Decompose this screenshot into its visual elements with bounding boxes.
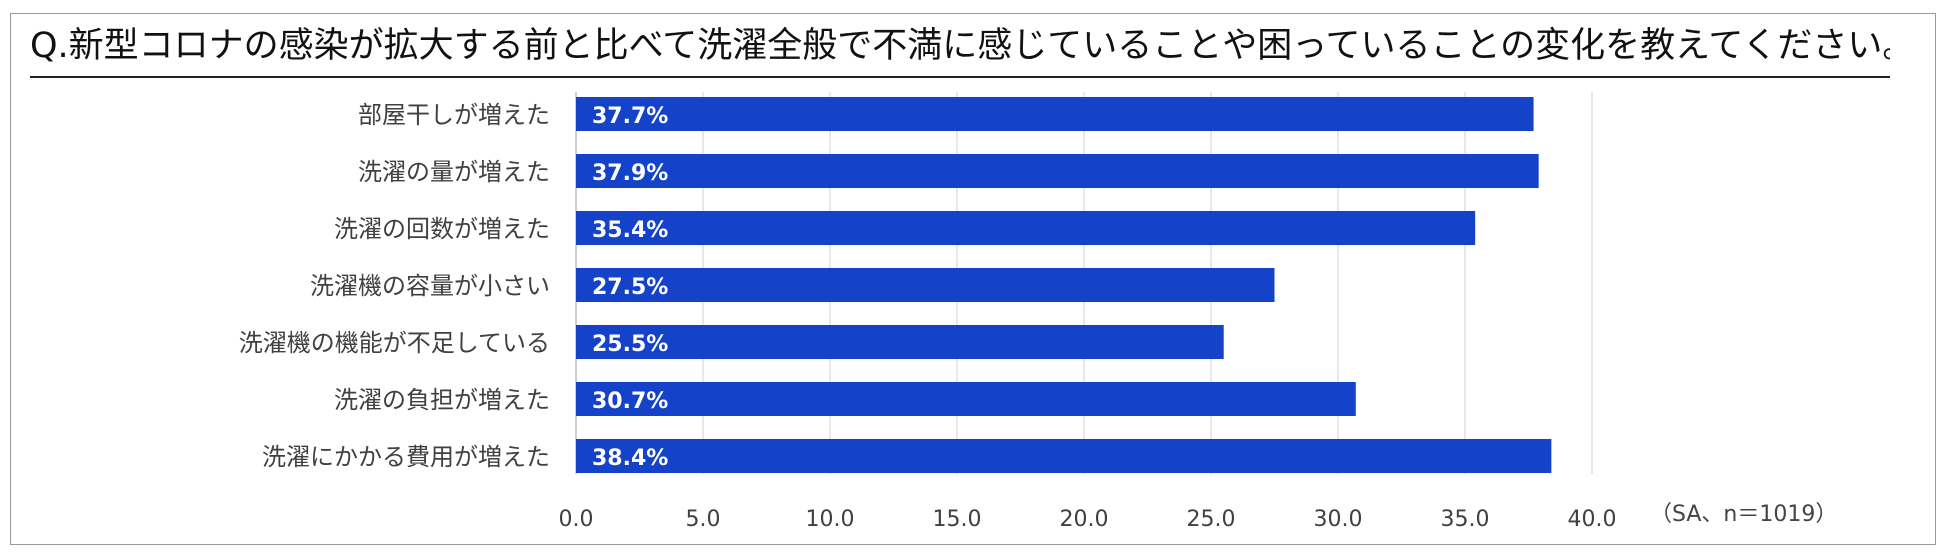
- x-tick-label: 0.0: [559, 507, 594, 532]
- value-label: 37.7%: [592, 104, 668, 129]
- value-label: 37.9%: [592, 161, 668, 186]
- category-label: 洗濯の量が増えた: [358, 158, 550, 186]
- bar: [576, 382, 1356, 416]
- category-label: 洗濯にかかる費用が増えた: [262, 443, 550, 471]
- bar: [576, 268, 1275, 302]
- sample-note: （SA、n＝1019）: [1650, 502, 1838, 527]
- x-tick-label: 20.0: [1060, 507, 1109, 532]
- value-label: 38.4%: [592, 446, 668, 471]
- x-tick-label: 35.0: [1441, 507, 1490, 532]
- x-tick-label: 15.0: [933, 507, 982, 532]
- x-tick-label: 10.0: [806, 507, 855, 532]
- x-tick-label: 30.0: [1314, 507, 1363, 532]
- category-label: 洗濯機の機能が不足している: [239, 329, 550, 357]
- category-label: 部屋干しが増えた: [358, 101, 550, 129]
- bar: [576, 97, 1534, 131]
- value-label: 25.5%: [592, 332, 668, 357]
- x-tick-label: 25.0: [1187, 507, 1236, 532]
- value-label: 27.5%: [592, 275, 668, 300]
- category-label: 洗濯の回数が増えた: [334, 215, 550, 243]
- bar: [576, 211, 1476, 245]
- x-tick-label: 5.0: [686, 507, 721, 532]
- title-underline: [30, 76, 1890, 78]
- category-label: 洗濯の負担が増えた: [334, 386, 550, 414]
- bar: [576, 325, 1224, 359]
- chart-title: Q.新型コロナの感染が拡大する前と比べて洗濯全般で不満に感じていることや困ってい…: [30, 26, 1890, 66]
- bar: [576, 439, 1552, 473]
- value-label: 35.4%: [592, 218, 668, 243]
- x-tick-label: 40.0: [1568, 507, 1617, 532]
- bar: [576, 154, 1539, 188]
- value-label: 30.7%: [592, 389, 668, 414]
- category-label: 洗濯機の容量が小さい: [310, 272, 550, 300]
